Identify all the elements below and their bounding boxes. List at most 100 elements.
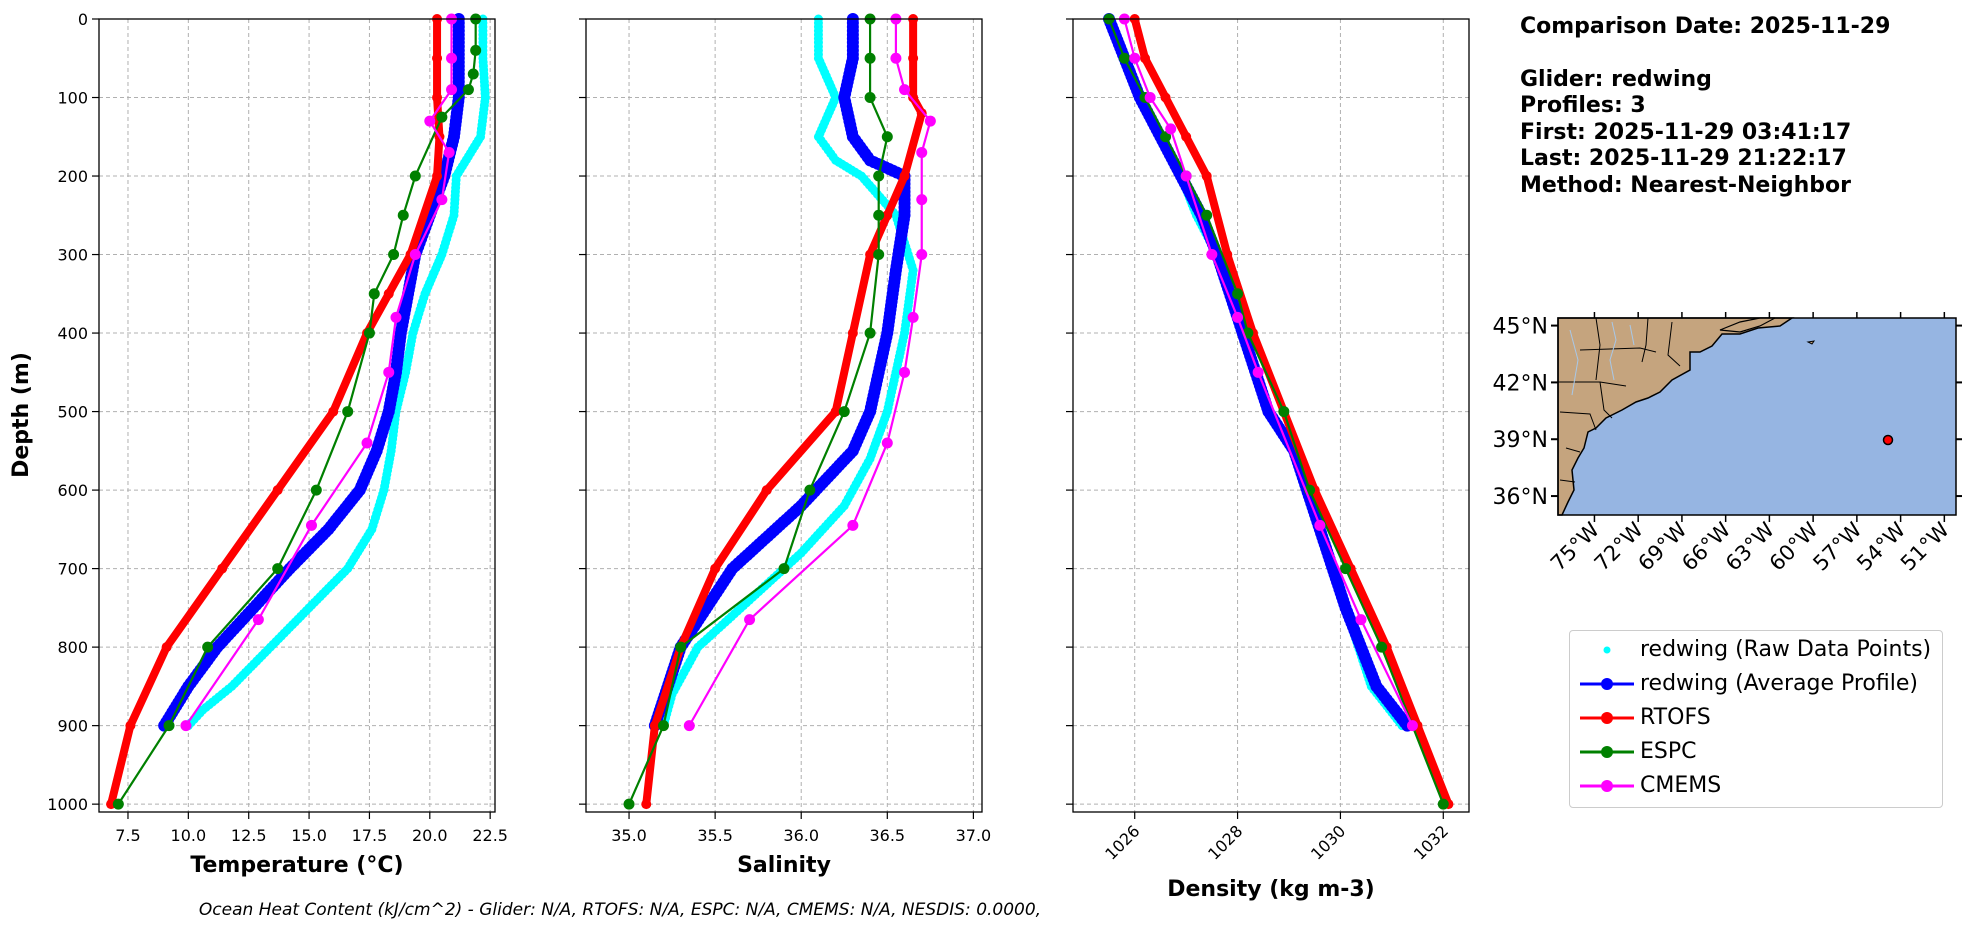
data-point bbox=[916, 146, 928, 158]
y-tick-label: 600 bbox=[57, 481, 88, 500]
data-point bbox=[830, 406, 841, 417]
glider-name: Glider: redwing bbox=[1520, 66, 1712, 92]
data-point bbox=[397, 209, 409, 221]
data-point bbox=[467, 68, 479, 80]
data-point bbox=[363, 327, 375, 339]
map-rivers bbox=[1569, 321, 1635, 396]
x-tick-label: 1026 bbox=[1101, 821, 1143, 863]
data-point bbox=[125, 720, 136, 731]
data-point bbox=[847, 328, 858, 339]
data-point bbox=[657, 720, 669, 732]
map-x-tick-label: 57°W bbox=[1808, 517, 1866, 575]
legend-swatch-espc bbox=[1580, 746, 1634, 758]
legend-swatch-cmems bbox=[1580, 780, 1634, 792]
map-x-tick-label: 51°W bbox=[1896, 517, 1954, 575]
last-time: Last: 2025-11-29 21:22:17 bbox=[1520, 146, 1847, 171]
depth-y-label: Depth (m) bbox=[9, 352, 34, 478]
data-point bbox=[1232, 311, 1244, 323]
data-point bbox=[1181, 131, 1192, 142]
data-point bbox=[907, 311, 919, 323]
map-y-tick-label: 42°N bbox=[1493, 371, 1548, 396]
data-point bbox=[838, 406, 850, 418]
data-point bbox=[924, 115, 936, 127]
legend-label-cmems: CMEMS bbox=[1640, 773, 1722, 798]
temperature-panel: 7.5 10.0 12.5 15.0 17.5 20.0 22.5 0 100 200 300 40… bbox=[9, 10, 508, 878]
density-grid bbox=[1073, 18, 1469, 812]
series-line bbox=[107, 15, 444, 809]
x-tick-label: 1032 bbox=[1410, 821, 1452, 863]
temperature-grid bbox=[99, 18, 495, 812]
legend-item-average: redwing (Average Profile) bbox=[1570, 669, 1942, 699]
data-point bbox=[1160, 131, 1172, 143]
series-cmems bbox=[683, 13, 936, 732]
temperature-x-label: Temperature (°C) bbox=[190, 853, 403, 878]
data-point bbox=[623, 798, 635, 810]
map-frame bbox=[1557, 317, 1957, 516]
series-cmems bbox=[1118, 13, 1418, 732]
data-point bbox=[388, 249, 400, 261]
y-tick-label: 300 bbox=[57, 246, 88, 265]
y-tick-label: 1000 bbox=[47, 795, 88, 814]
glider-location-marker bbox=[1882, 434, 1894, 446]
data-point bbox=[864, 52, 876, 64]
series-espc bbox=[112, 13, 482, 810]
data-point bbox=[881, 131, 893, 143]
data-point bbox=[761, 485, 772, 496]
data-point bbox=[908, 53, 919, 64]
data-point bbox=[409, 249, 421, 261]
data-point bbox=[1180, 170, 1192, 182]
map-island bbox=[1806, 340, 1816, 345]
salinity-series bbox=[623, 13, 936, 810]
map-state-borders bbox=[1558, 317, 1681, 483]
map-x-tick-label: 72°W bbox=[1590, 517, 1648, 575]
y-tick-label: 900 bbox=[57, 717, 88, 736]
data-point bbox=[305, 519, 317, 531]
map-y-tick-label: 36°N bbox=[1493, 485, 1548, 510]
data-point bbox=[217, 563, 228, 574]
legend-swatch-average bbox=[1580, 678, 1634, 690]
series-line bbox=[184, 17, 453, 727]
series-redwing-raw-data-points bbox=[183, 14, 490, 731]
x-tick-label: 37.0 bbox=[956, 826, 992, 845]
legend-item-rtofs: RTOFS bbox=[1570, 703, 1942, 733]
ocean-heat-content-footer: Ocean Heat Content (kJ/cm^2) - Glider: N… bbox=[198, 900, 1042, 920]
data-point bbox=[881, 437, 893, 449]
x-tick-label: 35.5 bbox=[697, 826, 733, 845]
legend-label-raw: redwing (Raw Data Points) bbox=[1640, 637, 1932, 662]
series-redwing-average-profile bbox=[1103, 13, 1414, 732]
series-redwing-average-profile bbox=[158, 13, 465, 732]
data-point bbox=[424, 115, 436, 127]
data-point bbox=[744, 614, 756, 626]
data-point bbox=[1222, 249, 1233, 260]
series-line bbox=[627, 17, 889, 806]
map-x-tick-label: 63°W bbox=[1721, 517, 1779, 575]
data-point bbox=[890, 52, 902, 64]
legend-label-espc: ESPC bbox=[1640, 739, 1697, 764]
data-point bbox=[1140, 53, 1150, 64]
data-point bbox=[899, 84, 911, 96]
density-series bbox=[1103, 13, 1454, 810]
data-point bbox=[470, 44, 482, 56]
data-point bbox=[873, 209, 885, 221]
data-point bbox=[180, 720, 192, 732]
data-point bbox=[272, 563, 284, 575]
data-point bbox=[675, 641, 687, 653]
first-time: First: 2025-11-29 03:41:17 bbox=[1520, 119, 1852, 145]
x-tick-label: 17.5 bbox=[352, 826, 388, 845]
density-axes-frame bbox=[1072, 18, 1470, 813]
x-tick-label: 22.5 bbox=[472, 826, 508, 845]
data-point bbox=[1118, 52, 1130, 64]
x-tick-label: 20.0 bbox=[412, 826, 448, 845]
data-point bbox=[865, 249, 876, 260]
data-point bbox=[899, 366, 911, 378]
profile-count: Profiles: 3 bbox=[1520, 93, 1646, 118]
temperature-axes-frame bbox=[98, 18, 496, 813]
data-point bbox=[383, 366, 395, 378]
data-point bbox=[1252, 366, 1264, 378]
data-point bbox=[1314, 519, 1326, 531]
data-point bbox=[342, 406, 354, 418]
y-tick-label: 700 bbox=[57, 560, 88, 579]
salinity-grid bbox=[586, 18, 982, 812]
x-tick-label: 7.5 bbox=[115, 826, 140, 845]
